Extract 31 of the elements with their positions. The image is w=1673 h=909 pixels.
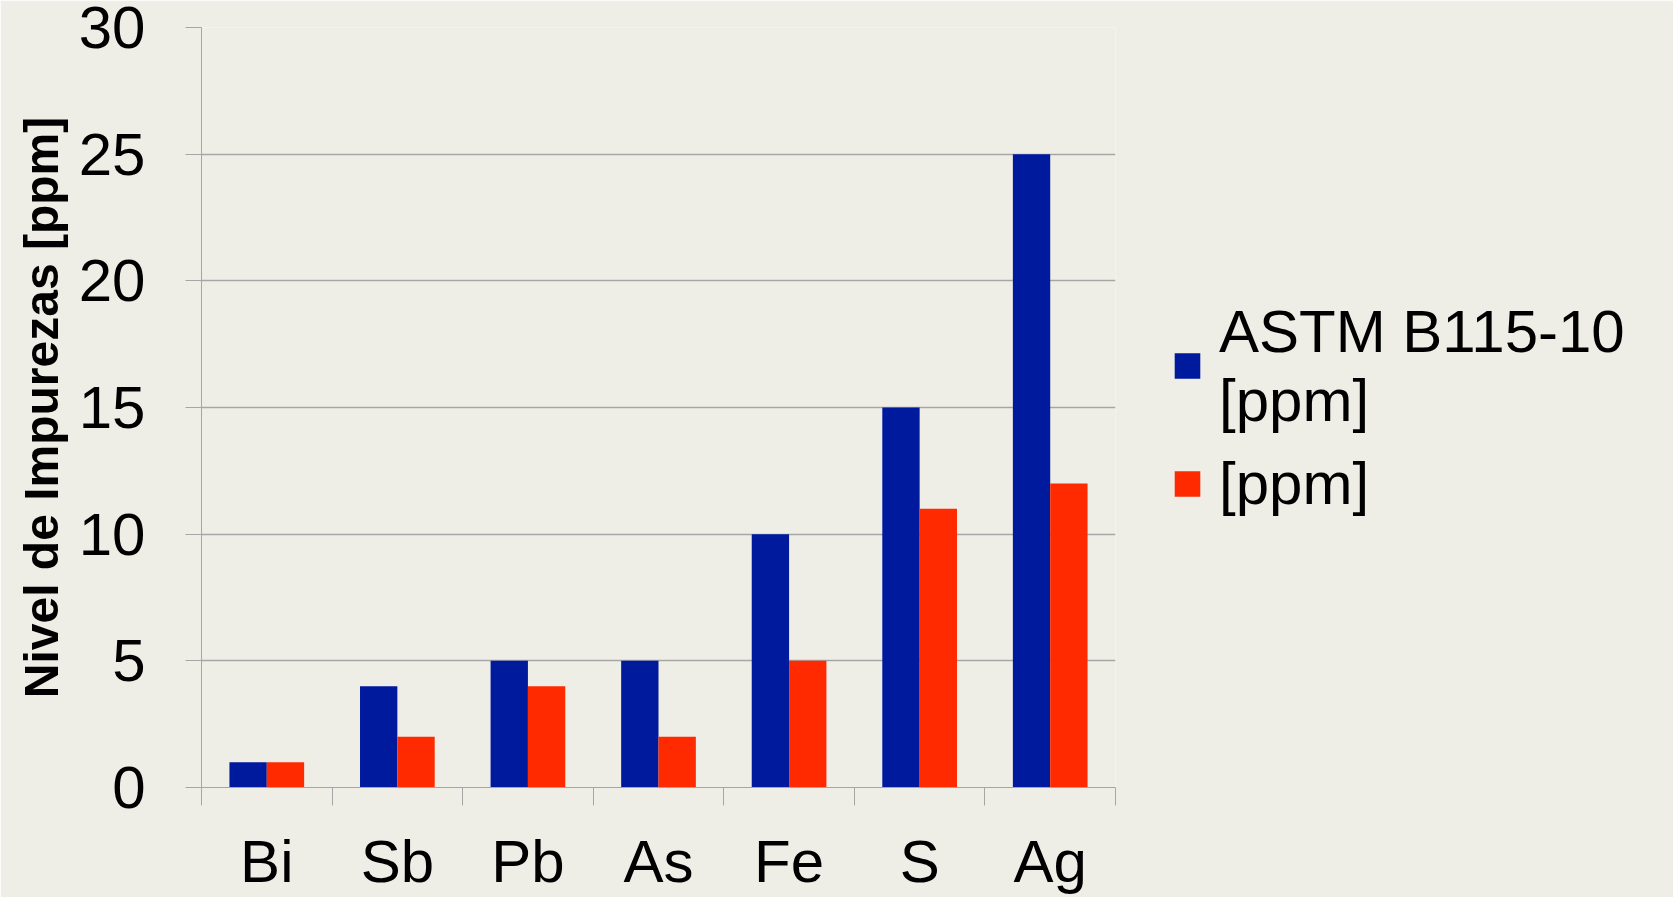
y-tick-label: 30 [78,0,146,61]
x-tick-label: Ag [1013,827,1087,895]
bar [360,686,398,788]
y-tick-label: 0 [112,754,146,821]
bar [789,660,827,788]
y-tick-label: 5 [112,627,146,695]
bar [527,686,566,788]
x-tick-label: S [899,827,940,895]
x-tick-label: Sb [360,827,435,895]
y-axis-title: Nivel de Impurezas [ppm] [14,116,68,699]
bar [1050,483,1088,788]
bar [882,407,920,788]
y-tick-label: 25 [78,120,146,188]
bar [919,508,957,788]
bar [621,660,659,788]
bar [229,762,267,788]
y-tick-label: 10 [78,500,146,568]
bar [397,736,435,788]
x-tick-label: As [623,827,694,895]
bar [751,534,790,788]
legend-label: ASTM B115-10 [ppm] [1219,296,1625,435]
x-tick-label: Bi [240,827,294,895]
bar [266,762,305,788]
legend-label: [ppm] [1219,448,1370,518]
y-tick-label: 15 [78,374,146,441]
y-tick-label: 20 [78,247,146,315]
x-tick-label: Fe [754,827,825,895]
bar [1012,154,1051,788]
bar [658,736,696,788]
x-tick-label: Pb [491,827,565,895]
bar [490,660,528,788]
